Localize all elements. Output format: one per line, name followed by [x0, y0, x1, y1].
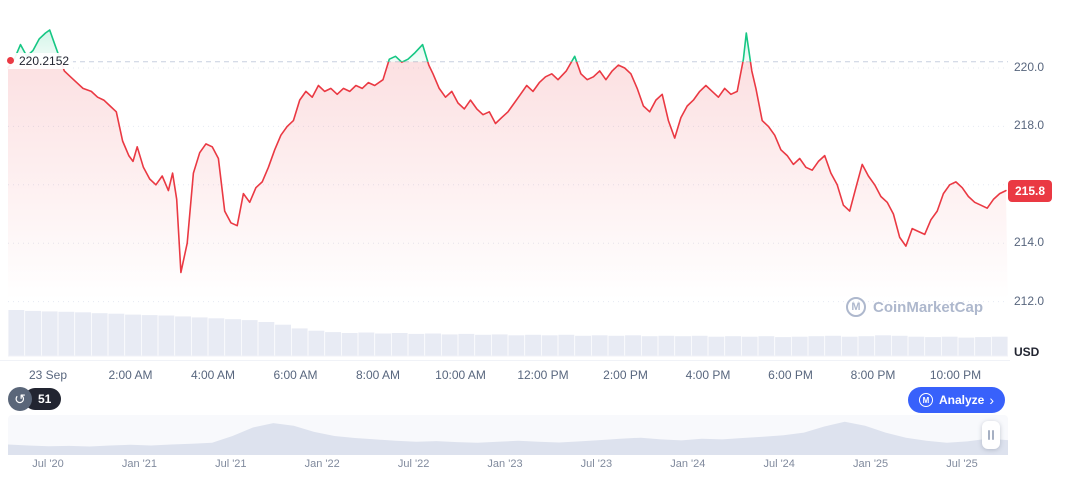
y-axis-label: 218.0	[1014, 118, 1045, 133]
timeline-date-label: Jan '24	[670, 458, 706, 470]
time-axis-label: 10:00 PM	[929, 368, 982, 382]
time-axis-label: 12:00 PM	[517, 368, 569, 382]
timeline-date-labels: Jul '20 Jan '21 Jul '21 Jan '22 Jul '22 Jan '…	[0, 458, 1010, 474]
history-count-badge[interactable]: ↺ 51	[8, 387, 62, 411]
drag-handle-icon	[992, 430, 994, 440]
price-chart-svg[interactable]	[0, 0, 1072, 360]
current-price-badge: 215.8	[1008, 179, 1053, 202]
y-axis-label: 212.0	[1014, 293, 1045, 308]
timeline-date-label: Jul '23	[580, 458, 613, 470]
scrubber-handle[interactable]	[982, 421, 1000, 449]
timeline-date-label: Jan '22	[304, 458, 340, 470]
timeline-date-label: Jul '21	[215, 458, 247, 470]
time-axis: 23 Sep 2:00 AM 4:00 AM 6:00 AM 8:00 AM 10:00 …	[0, 360, 1010, 387]
price-chart[interactable]: 220.2152 215.8 USD M CoinMarketCap 220.0…	[0, 0, 1072, 360]
timeline-date-label: Jul '22	[397, 458, 430, 470]
analyze-button[interactable]: M Analyze ›	[907, 387, 1005, 413]
currency-label: USD	[1014, 345, 1040, 359]
time-axis-label: 23 Sep	[28, 368, 68, 382]
coinmarketcap-logo-icon: M	[846, 297, 866, 317]
timeline-date-label: Jan '25	[853, 458, 889, 470]
time-axis-label: 8:00 AM	[355, 368, 401, 382]
time-axis-label: 6:00 AM	[273, 368, 318, 382]
range-scrubber[interactable]	[8, 415, 1008, 455]
open-price-label: 220.2152	[5, 52, 74, 69]
analyze-label: Analyze	[938, 393, 985, 407]
watermark-text: CoinMarketCap	[873, 298, 984, 316]
chevron-right-icon: ›	[989, 392, 994, 408]
time-axis-label: 4:00 AM	[190, 368, 236, 382]
timeline-date-label: Jan '21	[121, 458, 157, 470]
timeline-date-label: Jul '25	[946, 458, 978, 470]
time-axis-label: 4:00 PM	[685, 368, 731, 382]
timeline-date-label: Jul '20	[32, 458, 64, 470]
timeline-date-label: Jul '24	[763, 458, 795, 470]
cmc-logo-icon: M	[918, 393, 933, 407]
timeline-date-label: Jan '23	[487, 458, 523, 470]
time-axis-label: 6:00 PM	[768, 368, 813, 382]
time-axis-label: 10:00 AM	[435, 368, 486, 382]
time-axis-label: 2:00 AM	[108, 368, 153, 382]
time-axis-label: 2:00 PM	[603, 368, 648, 382]
y-axis-label: 220.0	[1014, 60, 1045, 74]
y-axis-label: 214.0	[1014, 235, 1045, 250]
drag-handle-icon	[988, 430, 990, 440]
range-minimap[interactable]	[8, 415, 1008, 455]
open-price-value: 220.2152	[19, 53, 70, 68]
chart-controls-row: ↺ 51 M Analyze ›	[0, 387, 1072, 414]
history-icon[interactable]: ↺	[8, 387, 32, 411]
time-axis-label: 8:00 PM	[850, 368, 896, 382]
history-count: 51	[24, 388, 62, 410]
price-marker-dot	[7, 57, 14, 65]
coinmarketcap-watermark: M CoinMarketCap	[846, 297, 983, 317]
